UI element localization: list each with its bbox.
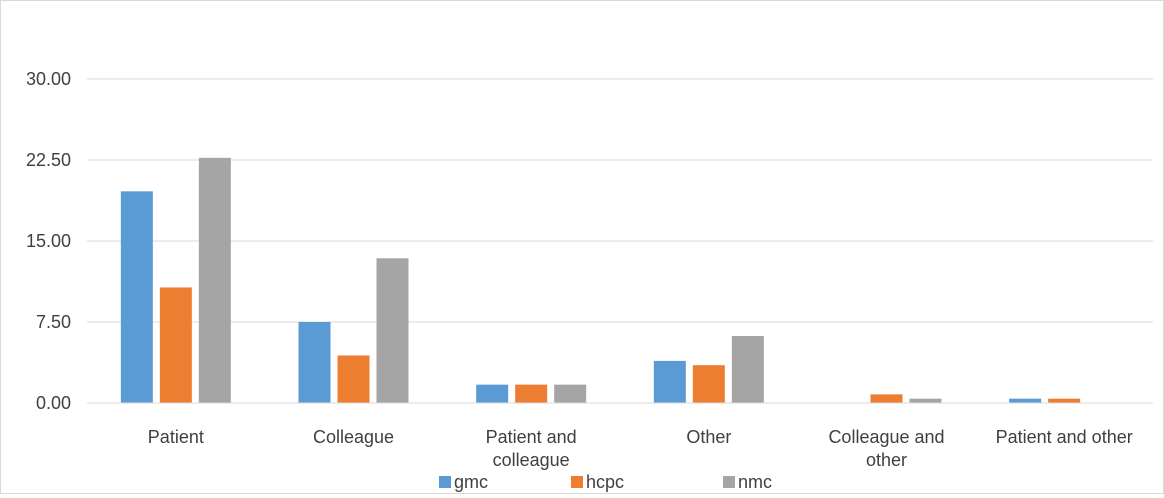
bar-gmc: [1009, 398, 1042, 403]
bar-hcpc: [870, 394, 903, 403]
x-category-label: Other: [686, 427, 731, 447]
legend-swatch-gmc: [439, 476, 451, 488]
bar-gmc: [476, 384, 509, 403]
bar-hcpc: [692, 365, 725, 403]
legend-label-gmc: gmc: [454, 472, 488, 492]
legend: gmc hcpc nmc: [439, 472, 772, 492]
bar-nmc: [376, 258, 409, 403]
x-category-label: Patient: [148, 427, 204, 447]
y-tick-label: 0.00: [36, 393, 71, 413]
x-category-label: Patient and colleague: [486, 427, 577, 470]
x-category-label: Patient and other: [996, 427, 1133, 447]
y-tick-label: 7.50: [36, 312, 71, 332]
y-tick-label: 22.50: [26, 150, 71, 170]
y-tick-label: 30.00: [26, 69, 71, 89]
bar-gmc: [298, 322, 331, 403]
bar-nmc: [909, 398, 942, 403]
x-category-label: Colleague: [313, 427, 394, 447]
bar-hcpc: [159, 287, 192, 403]
bar-hcpc: [1048, 398, 1081, 403]
legend-swatch-hcpc: [571, 476, 583, 488]
bar-gmc: [120, 191, 153, 403]
bars: [120, 157, 1081, 403]
bar-nmc: [731, 336, 764, 403]
bar-nmc: [198, 157, 231, 403]
legend-swatch-nmc: [723, 476, 735, 488]
bar-gmc: [653, 360, 686, 403]
y-axis-tick-labels: 0.00 7.50 15.00 22.50 30.00: [26, 69, 71, 413]
bar-hcpc: [515, 384, 548, 403]
bar-nmc: [554, 384, 587, 403]
legend-label-hcpc: hcpc: [586, 472, 624, 492]
x-category-label: Colleague and other: [828, 427, 944, 470]
gridlines: [87, 78, 1153, 323]
legend-label-nmc: nmc: [738, 472, 772, 492]
x-axis-category-labels: Patient Colleague Patient and colleague Othe…: [148, 427, 1133, 470]
y-tick-label: 15.00: [26, 231, 71, 251]
bar-hcpc: [337, 355, 370, 403]
